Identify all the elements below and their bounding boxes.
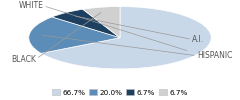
Text: HISPANIC: HISPANIC	[197, 51, 232, 60]
Wedge shape	[83, 7, 120, 38]
Text: WHITE: WHITE	[18, 1, 43, 10]
Wedge shape	[29, 17, 120, 53]
Text: BLACK: BLACK	[11, 55, 36, 64]
Wedge shape	[41, 7, 211, 69]
Legend: 66.7%, 20.0%, 6.7%, 6.7%: 66.7%, 20.0%, 6.7%, 6.7%	[52, 89, 188, 96]
Text: A.I.: A.I.	[192, 35, 204, 44]
Wedge shape	[52, 9, 120, 38]
